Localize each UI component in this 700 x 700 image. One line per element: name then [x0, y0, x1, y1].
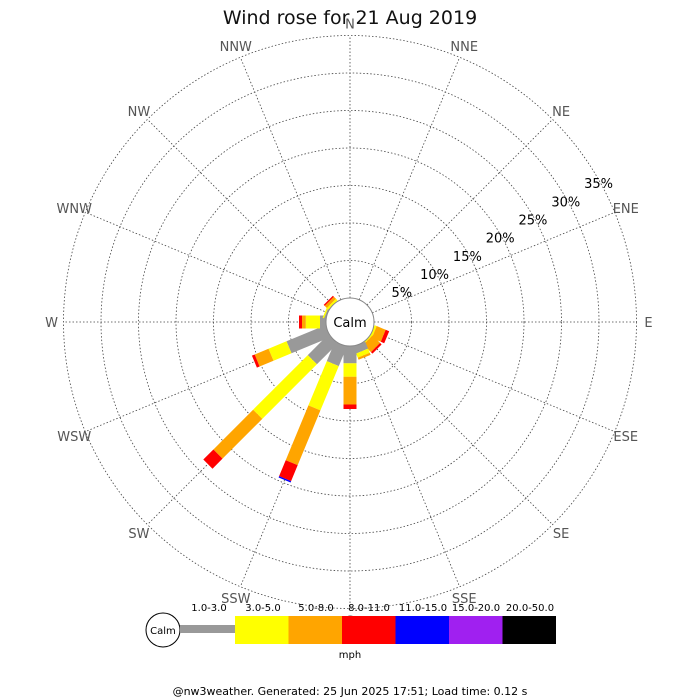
bar-ssw-bin-5	[278, 476, 292, 483]
bar-ssw-bin-2	[308, 361, 339, 411]
direction-label-nnw: NNW	[220, 40, 252, 55]
bar-ese-bin-3	[371, 326, 386, 342]
chart-title: Wind rose for 21 Aug 2019	[223, 7, 477, 29]
legend-calm-label: Calm	[150, 626, 176, 637]
legend-label-7: 20.0-50.0	[506, 603, 554, 614]
bar-w-bin-4	[299, 315, 302, 329]
ring-percent-labels: 5% 10% 15% 20% 25%30% 35%	[391, 177, 613, 301]
bar-sw-bin-1	[307, 334, 338, 365]
bar-sse-bin-1	[353, 341, 369, 354]
bar-sw-bin-2	[253, 355, 317, 419]
direction-label-nw: NW	[128, 105, 151, 120]
footer-text: @nw3weather. Generated: 25 Jun 2025 17:5…	[173, 685, 528, 698]
direction-label-sse: SSE	[452, 592, 477, 607]
direction-label-nne: NNE	[450, 40, 478, 55]
ring-4	[175, 147, 525, 497]
ring-1	[288, 260, 412, 384]
legend-label-1: 1.0-3.0	[191, 603, 226, 614]
legend-label-3: 5.0-8.0	[298, 603, 333, 614]
calm-circle: Calm	[325, 297, 375, 347]
ring-label-5: 5%	[391, 286, 412, 301]
bar-s-bin-1	[343, 346, 357, 364]
bar-sse-bin-3	[357, 352, 371, 360]
legend-swatch-6	[449, 616, 503, 644]
bar-wsw-bin-2	[268, 341, 292, 361]
bar-wsw-bin-3	[254, 348, 274, 367]
ring-label-15: 15%	[453, 250, 482, 265]
legend-label-2: 3.0-5.0	[245, 603, 280, 614]
direction-label-wnw: WNW	[57, 202, 93, 217]
bar-sse-bin-2	[356, 348, 370, 358]
bar-sw-bin-3	[213, 409, 263, 459]
wind-rose-bars	[203, 295, 390, 483]
legend-items: 1.0-3.0 3.0-5.0 5.0-8.0 8.0-11.0 11.0-15.0 15…	[180, 603, 556, 644]
calm-label: Calm	[333, 316, 366, 331]
bar-ssw-bin-1	[326, 341, 347, 367]
speed-legend: Calm 1.0-3.0 3.0-5.0 5.0-8.0 8.0-11.0 11.0-1…	[145, 603, 556, 661]
bar-w-bin-2	[305, 315, 320, 329]
bar-sw-bin-4	[203, 449, 223, 469]
legend-label-4: 8.0-11.0	[348, 603, 390, 614]
bar-w-bin-1	[320, 315, 326, 329]
ring-5	[138, 110, 562, 534]
bar-nw-bin-2	[326, 298, 338, 310]
legend-label-6: 15.0-20.0	[452, 603, 500, 614]
direction-label-se: SE	[553, 527, 569, 542]
bar-w-bin-3	[302, 315, 306, 329]
bar-ssw-bin-3	[285, 405, 321, 466]
bar-ese-bin-4	[380, 329, 390, 344]
direction-label-wsw: WSW	[57, 430, 91, 445]
legend-swatch-7	[502, 616, 556, 644]
bar-wnw-bin-1	[324, 306, 331, 319]
calm-circle-shape	[325, 297, 375, 347]
bar-ssw-bin-4	[279, 460, 298, 482]
bar-s-bin-3	[343, 376, 357, 405]
direction-label-ne: NE	[552, 105, 570, 120]
bar-s-bin-4	[343, 404, 357, 409]
direction-label-n: N	[345, 18, 355, 33]
direction-label-e: E	[644, 316, 652, 331]
direction-label-ssw: SSW	[221, 592, 251, 607]
direction-label-w: W	[45, 316, 58, 331]
direction-label-sw: SW	[128, 527, 149, 542]
legend-swatch-2	[235, 616, 289, 644]
bar-se-bin-4	[370, 342, 382, 354]
bar-wsw-bin-4	[251, 354, 260, 368]
ring-label-35: 35%	[584, 177, 613, 192]
ring-label-20: 20%	[486, 232, 515, 247]
bar-s-bin-2	[343, 363, 357, 377]
bar-nw-bin-4	[323, 295, 334, 306]
bar-nw-bin-3	[324, 296, 336, 308]
ring-label-10: 10%	[420, 268, 449, 283]
ring-label-30: 30%	[551, 195, 580, 210]
direction-label-ese: ESE	[613, 430, 638, 445]
ring-label-25: 25%	[519, 213, 548, 228]
ring-7	[63, 35, 637, 609]
direction-labels: NNNENEENEEESESESSESSSWSWWSWWWNWNWNNW	[45, 18, 653, 630]
legend-swatch-5	[395, 616, 449, 644]
legend-swatch-4	[342, 616, 396, 644]
legend-swatch-3	[288, 616, 342, 644]
direction-label-ene: ENE	[613, 202, 639, 217]
legend-label-5: 11.0-15.0	[399, 603, 447, 614]
bar-wsw-bin-1	[286, 325, 331, 354]
bar-wnw-bin-2	[322, 305, 329, 319]
legend-units: mph	[339, 650, 361, 661]
